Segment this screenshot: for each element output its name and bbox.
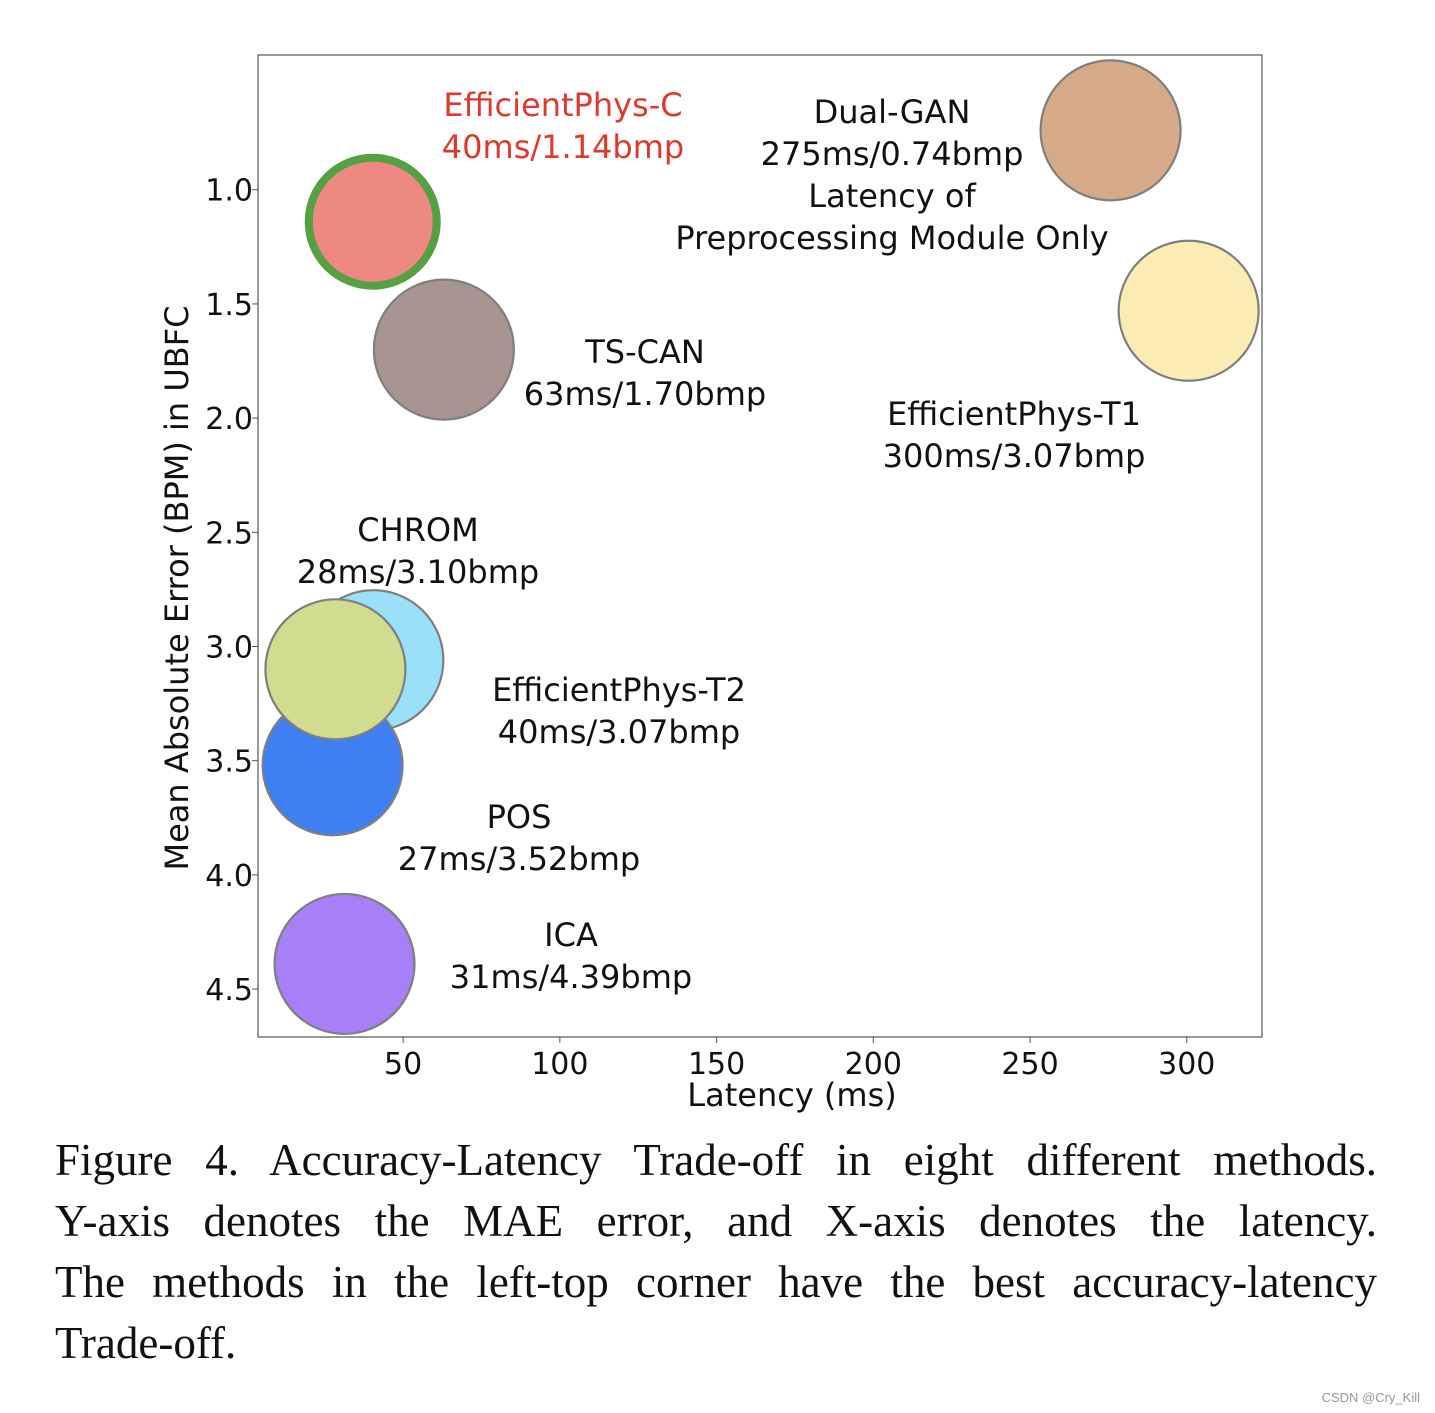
x-tick-label: 150 <box>688 1047 745 1082</box>
y-axis-label: Mean Absolute Error (BPM) in UBFC <box>158 305 196 870</box>
y-ticks: 1.0 1.5 2.0 2.5 3.0 3.5 4.0 4.5 <box>205 174 258 1008</box>
caption-line: Figure 4. Accuracy-Latency Trade-off in … <box>55 1135 1377 1185</box>
point-label-ts-can: TS-CAN <box>584 333 705 371</box>
y-tick-label: 4.5 <box>205 973 253 1008</box>
bubble-chrom <box>264 598 407 741</box>
point-label-ica: 31ms/4.39bmp <box>450 958 692 996</box>
caption-line: Y-axis denotes the MAE error, and X-axis… <box>55 1196 1377 1246</box>
point-label-chrom: CHROM <box>357 511 478 549</box>
bubble-ts-can <box>372 278 515 421</box>
point-label-efficientphys-c: EfficientPhys-C <box>443 86 682 124</box>
plot-frame <box>257 54 1263 1038</box>
y-tick-label: 4.0 <box>205 859 253 894</box>
y-tick-label: 2.5 <box>205 516 253 551</box>
y-tick-label: 1.0 <box>205 174 253 209</box>
caption-line: Trade-off. <box>55 1318 237 1368</box>
point-label-efficientphys-t2: EfficientPhys-T2 <box>492 671 746 709</box>
x-tick-label: 250 <box>1001 1047 1058 1082</box>
point-label-dual-gan: Dual-GAN <box>814 93 971 131</box>
point-label-ica: ICA <box>544 916 598 954</box>
x-tick-label: 100 <box>531 1047 588 1082</box>
point-label-efficientphys-t1: 300ms/3.07bmp <box>883 437 1146 475</box>
x-tick-label: 50 <box>384 1047 422 1082</box>
x-axis-label: Latency (ms) <box>687 1076 896 1114</box>
point-label-ts-can: 63ms/1.70bmp <box>524 375 766 413</box>
point-label-dual-gan: 275ms/0.74bmp <box>761 135 1024 173</box>
x-tick-label: 200 <box>845 1047 902 1082</box>
point-label-efficientphys-t2: 40ms/3.07bmp <box>498 713 740 751</box>
bubble-dual-gan <box>1039 59 1182 202</box>
point-label-pos: POS <box>487 798 552 836</box>
watermark: CSDN @Cry_Kill <box>1321 1390 1420 1405</box>
bubble-ica <box>273 892 416 1036</box>
point-label-efficientphys-t1: EfficientPhys-T1 <box>887 395 1141 433</box>
bubble-efficientphys-c <box>304 153 441 290</box>
bubble-efficientphys-t1 <box>1117 239 1260 382</box>
point-label-pos: 27ms/3.52bmp <box>398 840 640 878</box>
y-tick-label: 2.0 <box>205 402 253 437</box>
bubbles <box>261 59 1260 1036</box>
point-labels: Dual-GAN 275ms/0.74bmp Latency of Preproces… <box>297 86 1146 996</box>
point-label-efficientphys-c: 40ms/1.14bmp <box>442 128 684 166</box>
y-tick-label: 3.0 <box>205 630 253 665</box>
point-label-dual-gan: Latency of <box>808 177 976 215</box>
y-tick-label: 3.5 <box>205 745 253 780</box>
y-tick-label: 1.5 <box>205 288 253 323</box>
figure-caption: Figure 4. Accuracy-Latency Trade-off in … <box>55 1130 1377 1374</box>
point-label-chrom: 28ms/3.10bmp <box>297 553 539 591</box>
point-label-dual-gan: Preprocessing Module Only <box>675 219 1108 257</box>
caption-line: The methods in the left-top corner have … <box>55 1257 1377 1307</box>
x-tick-label: 300 <box>1158 1047 1215 1082</box>
x-ticks: 50 100 150 200 250 300 <box>384 1037 1215 1082</box>
